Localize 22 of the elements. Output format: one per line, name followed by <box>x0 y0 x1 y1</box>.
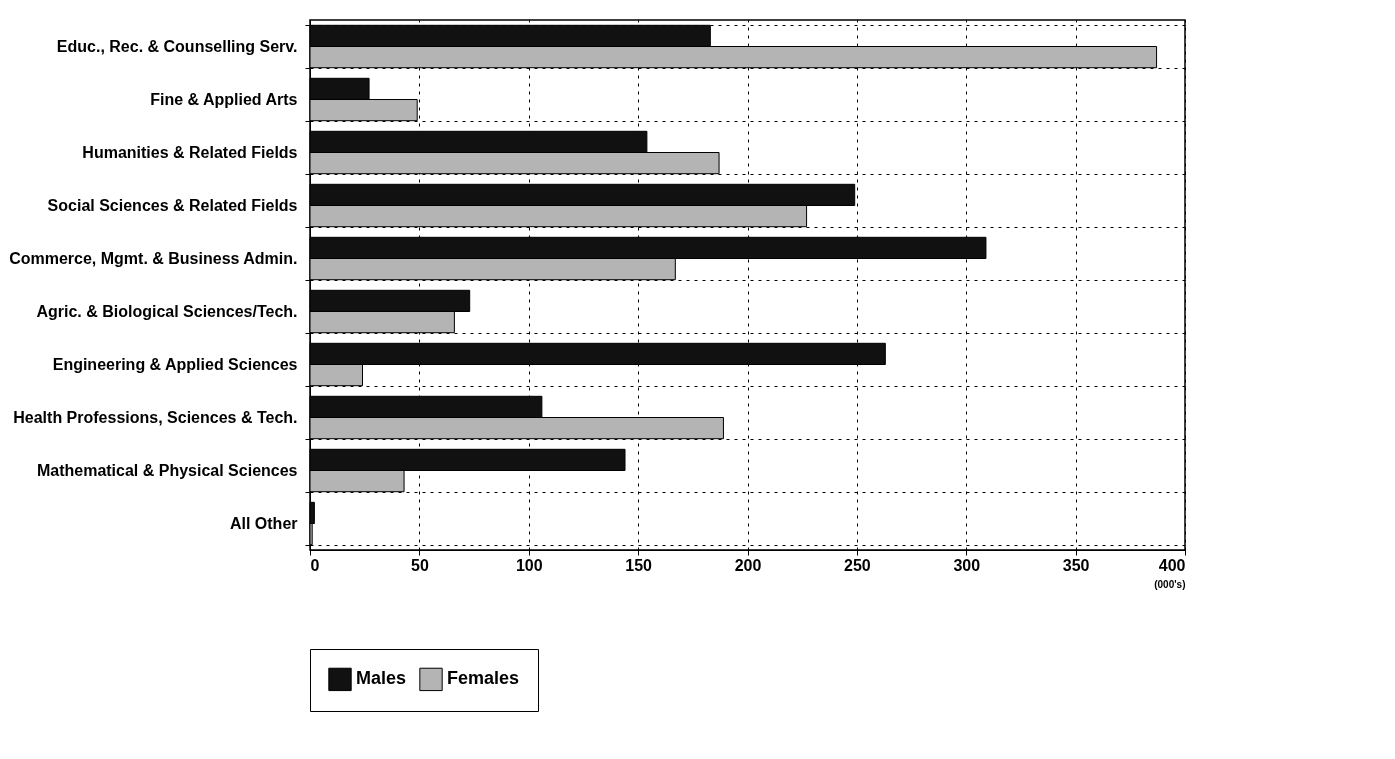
x-tick-label: 50 <box>410 556 429 574</box>
x-axis-title: (000's) <box>1154 578 1186 590</box>
y-tick-label: Fine & Applied Arts <box>150 91 298 108</box>
y-tick-label: Educ., Rec. & Counselling Serv. <box>56 38 298 55</box>
x-tick-label: 400 <box>1158 556 1186 574</box>
x-tick-label: 200 <box>734 556 762 574</box>
x-tick-label: 250 <box>844 556 871 574</box>
y-tick-label: Agric. & Biological Sciences/Tech. <box>36 303 298 320</box>
y-tick-label: Mathematical & Physical Sciences <box>36 462 298 479</box>
y-tick-label: Commerce, Mgmt. & Business Admin. <box>9 250 298 267</box>
x-tick-label: 0 <box>310 556 320 574</box>
x-tick-label: 150 <box>625 556 653 574</box>
legend-label: Males <box>356 668 407 689</box>
x-tick-label: 300 <box>953 556 981 574</box>
y-tick-label: Social Sciences & Related Fields <box>47 197 298 214</box>
y-tick-label: All Other <box>229 515 298 532</box>
x-tick-label: 350 <box>1062 556 1090 574</box>
y-tick-label: Health Professions, Sciences & Tech. <box>13 409 298 426</box>
x-tick-label: 100 <box>515 556 543 574</box>
y-tick-label: Engineering & Applied Sciences <box>52 356 298 373</box>
y-tick-label: Humanities & Related Fields <box>82 144 298 161</box>
legend-label: Females <box>447 668 520 689</box>
